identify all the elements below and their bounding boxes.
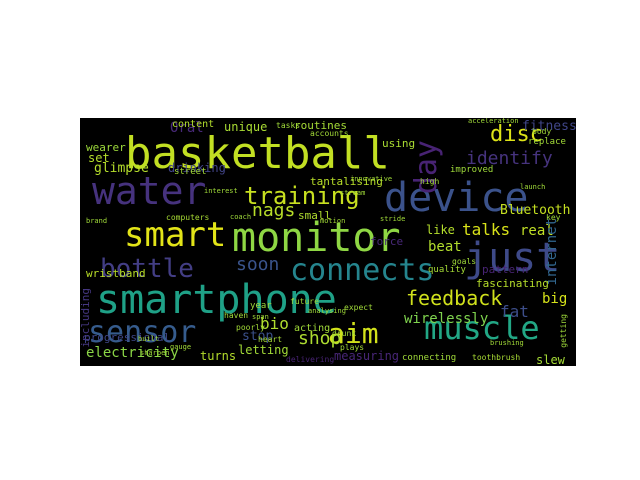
word-soon: soon (236, 254, 280, 275)
word-electricity: electricity (86, 345, 179, 361)
word-unique: unique (224, 120, 268, 134)
word-glimpse: glimpse (94, 161, 149, 176)
word-launch: launch (520, 183, 546, 191)
word-bluetooth: Bluetooth (500, 203, 571, 218)
word-tasks: tasks (276, 121, 301, 130)
word-talks: talks (462, 220, 511, 239)
word-getting: getting (559, 314, 568, 348)
word-brushing: brushing (490, 339, 524, 347)
word-connecting: connecting (402, 353, 457, 363)
word-training: training (244, 182, 360, 210)
word-fat: fat (500, 302, 529, 321)
word-bio: bio (260, 314, 289, 333)
word-routines: routines (294, 119, 347, 132)
word-improved: improved (450, 165, 494, 175)
word-sharpen: sharpen (140, 349, 170, 357)
word-basketball: basketball (125, 128, 390, 179)
word-acceleration: acceleration (468, 118, 519, 125)
word-muscle: muscle (424, 309, 540, 347)
word-year: year (250, 301, 272, 311)
word-motion: motion (320, 217, 346, 225)
word-replace: replace (528, 137, 566, 147)
word-wristband: wristband (86, 267, 146, 280)
word-including: including (80, 288, 92, 348)
word-goals: goals (452, 257, 477, 266)
word-device: device (384, 175, 529, 221)
word-brand: brand (86, 217, 108, 225)
word-gauge: gauge (170, 343, 192, 351)
word-using: using (382, 137, 416, 150)
word-identify: identify (466, 148, 553, 169)
word-acting: acting (294, 323, 331, 334)
word-like: like (426, 223, 455, 237)
word-accounts: accounts (310, 129, 349, 138)
word-poorly: poorly (236, 323, 265, 332)
word-measuring: measuring (334, 349, 400, 363)
word-key: key (546, 213, 561, 222)
word-stride: stride (380, 215, 406, 223)
word-toothbrush: toothbrush (472, 353, 521, 362)
word-big: big (542, 291, 568, 307)
word-built: built (138, 335, 160, 343)
word-beat: beat (428, 239, 462, 255)
word-slew: slew (536, 353, 565, 366)
word-stream: stream (340, 189, 366, 197)
word-letting: letting (238, 343, 289, 357)
word-just: just (464, 235, 561, 281)
word-connects: connects (290, 253, 435, 288)
word-pattern: pattern (482, 263, 529, 276)
word-day: day (409, 140, 444, 195)
word-set: set (88, 151, 110, 165)
word-span: span (252, 313, 269, 321)
word-small: small (298, 209, 332, 222)
word-future: future (290, 297, 319, 306)
word-expect: expect (344, 303, 373, 312)
word-quality: quality (428, 265, 466, 275)
word-internet: internet (544, 218, 560, 286)
word-turns: turns (200, 349, 237, 363)
word-smart: smart (124, 215, 227, 255)
word-disc: disc (490, 122, 543, 147)
word-cloud: basketball water device monitor smart smartph… (80, 118, 576, 366)
word-aim: aim (328, 317, 379, 350)
word-delivering: delivering (286, 355, 335, 364)
word-high: high (420, 177, 440, 186)
word-oral: Oral (170, 120, 204, 136)
word-drinking: drinking (168, 161, 226, 175)
word-fascinating: fascinating (476, 277, 549, 290)
word-drunk: drunk (332, 329, 357, 338)
word-analysing: analysing (308, 307, 346, 315)
word-computers: computers (166, 213, 210, 222)
word-nags: nags (252, 200, 296, 221)
word-wirelessly: wirelessly (404, 311, 489, 327)
word-fitness: fitness (522, 119, 576, 134)
word-street: street (174, 167, 207, 177)
word-interest: interest (204, 187, 238, 195)
word-coach: coach (230, 213, 252, 221)
word-content: content (172, 119, 215, 130)
word-heart: heart (258, 335, 283, 344)
word-smartphone: smartphone (96, 277, 337, 323)
word-stop: stop (242, 329, 274, 344)
word-water: water (92, 169, 207, 213)
word-progressional: progressional (84, 331, 171, 344)
word-feedback: feedback (406, 286, 503, 310)
word-sensor: sensor (88, 315, 197, 350)
word-wearer: wearer (86, 141, 126, 154)
word-body: body (532, 127, 552, 136)
word-real: real (520, 223, 554, 239)
word-plays: plays (340, 343, 365, 352)
word-shop: shop (298, 328, 342, 349)
word-haven: haven (224, 311, 249, 320)
word-monitor: monitor (232, 215, 401, 261)
word-tantalising: tantalising (310, 175, 383, 188)
word-innovative: innovative (350, 175, 393, 183)
word-bottle: bottle (100, 254, 194, 284)
word-force: force (370, 235, 404, 248)
